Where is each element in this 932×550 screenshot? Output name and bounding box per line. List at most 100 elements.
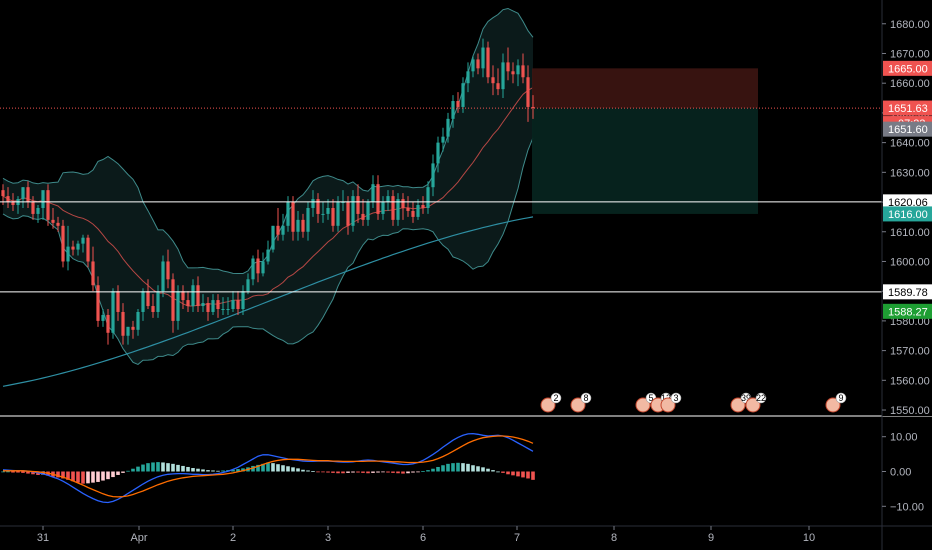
candle-body bbox=[116, 291, 120, 312]
candle bbox=[86, 234, 90, 268]
macd-histogram-bar bbox=[481, 467, 485, 472]
short-position-tool[interactable] bbox=[532, 68, 758, 214]
candle-body bbox=[111, 291, 115, 333]
time-axis[interactable]: 31 Apr 2 3 6 7 8 9 10 bbox=[0, 525, 932, 544]
position-target-zone[interactable] bbox=[532, 108, 758, 214]
flag-icon bbox=[660, 397, 676, 413]
candle-body bbox=[96, 285, 100, 321]
candle-body bbox=[131, 326, 135, 330]
candle bbox=[31, 196, 35, 220]
candle bbox=[421, 196, 425, 214]
position-stop-zone[interactable] bbox=[532, 68, 758, 109]
candle-body bbox=[476, 59, 480, 69]
macd-axis[interactable]: 10.00 0.00 −10.00 bbox=[882, 432, 924, 514]
flag-icon bbox=[540, 397, 556, 413]
candle-body bbox=[426, 187, 430, 208]
macd-histogram-bar bbox=[461, 463, 465, 472]
candle bbox=[371, 175, 375, 208]
time-tick-label: 10 bbox=[803, 532, 815, 544]
candle bbox=[181, 285, 185, 310]
candle bbox=[231, 291, 235, 312]
candle-body bbox=[126, 326, 130, 336]
candle-body bbox=[366, 202, 370, 220]
candle bbox=[106, 309, 110, 345]
candle-body bbox=[196, 285, 200, 307]
candle-body bbox=[206, 303, 210, 312]
macd-histogram-bar bbox=[21, 471, 25, 473]
candle-body bbox=[166, 261, 170, 280]
moving-averages bbox=[2, 216, 534, 387]
candle-body bbox=[261, 261, 265, 274]
macd-histogram-bar bbox=[216, 470, 220, 472]
event-count: 39 bbox=[741, 393, 751, 403]
event-marker[interactable]: 2 bbox=[540, 392, 562, 413]
horizontal-levels[interactable] bbox=[0, 107, 932, 417]
price-tag: 1651.60 bbox=[883, 121, 932, 137]
macd-histogram-bar bbox=[81, 471, 85, 484]
candle-body bbox=[71, 246, 75, 250]
macd-histogram-bar bbox=[511, 471, 515, 476]
candle bbox=[326, 199, 330, 220]
macd-histogram-bar bbox=[496, 471, 500, 473]
macd-histogram-bar bbox=[416, 471, 420, 473]
candle-body bbox=[441, 136, 445, 143]
price-tag: 1651.63 bbox=[883, 100, 932, 116]
macd-histogram-bar bbox=[66, 471, 70, 480]
macd-histogram-bar bbox=[436, 466, 440, 472]
candle bbox=[116, 285, 120, 321]
macd-histogram-bar bbox=[271, 463, 275, 472]
candle-body bbox=[336, 202, 340, 226]
candle bbox=[511, 62, 515, 84]
candle bbox=[461, 77, 465, 113]
macd-histogram-bar bbox=[301, 469, 305, 472]
candle bbox=[316, 193, 320, 223]
macd-histogram-bar bbox=[241, 468, 245, 472]
candle-body bbox=[146, 291, 150, 307]
candle bbox=[491, 65, 495, 96]
candle bbox=[456, 92, 460, 113]
flag-icon bbox=[745, 397, 761, 413]
event-marker[interactable]: 22 bbox=[745, 392, 767, 413]
candle-body bbox=[446, 118, 450, 137]
macd-histogram-bar bbox=[181, 465, 185, 472]
candle-body bbox=[51, 219, 55, 223]
candle-body bbox=[281, 225, 285, 235]
price-tick-label: 1550.00 bbox=[890, 405, 930, 417]
time-tick-label: 9 bbox=[708, 532, 714, 544]
candle bbox=[466, 62, 470, 93]
candle-body bbox=[331, 207, 335, 226]
candle-body bbox=[346, 202, 350, 226]
candle-body bbox=[246, 279, 250, 292]
candle bbox=[276, 207, 280, 241]
candle bbox=[206, 297, 210, 321]
candle-body bbox=[6, 196, 10, 203]
economic-events[interactable]: 28512339229 bbox=[540, 392, 847, 413]
macd-histogram-bar bbox=[206, 470, 210, 472]
event-marker[interactable]: 8 bbox=[570, 392, 592, 413]
price-tag-background bbox=[883, 100, 932, 116]
event-marker[interactable]: 9 bbox=[825, 392, 847, 413]
candle bbox=[296, 210, 300, 241]
candle bbox=[496, 68, 500, 96]
candle-body bbox=[36, 207, 40, 214]
candle-body bbox=[56, 222, 60, 226]
candle bbox=[346, 196, 350, 235]
macd-histogram-bar bbox=[161, 462, 165, 472]
macd-histogram-bar bbox=[86, 471, 90, 484]
macd-histogram-bar bbox=[401, 471, 405, 474]
event-marker[interactable]: 5 bbox=[635, 392, 657, 413]
macd-histogram-bar bbox=[261, 463, 265, 472]
macd-line bbox=[2, 432, 534, 504]
macd-histogram-bar bbox=[6, 471, 10, 473]
macd-histogram-bar bbox=[276, 464, 280, 472]
candle-body bbox=[271, 225, 275, 250]
macd-histogram-bar bbox=[316, 471, 320, 473]
candle-body bbox=[286, 202, 290, 226]
event-marker[interactable]: 3 bbox=[660, 392, 682, 413]
candle bbox=[436, 136, 440, 173]
candle bbox=[211, 294, 215, 315]
flag-icon bbox=[635, 397, 651, 413]
candle bbox=[171, 273, 175, 333]
candle bbox=[61, 219, 65, 268]
